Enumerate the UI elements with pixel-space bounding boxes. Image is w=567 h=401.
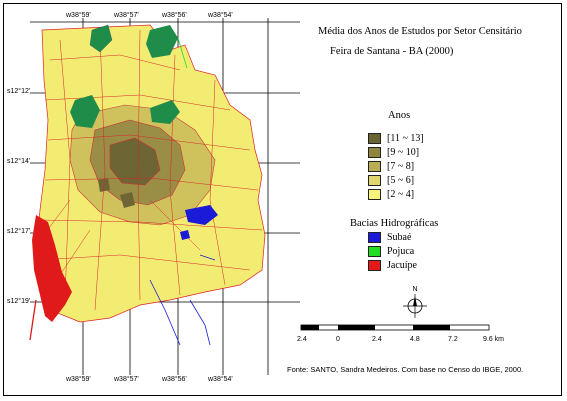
pojuca-river <box>177 37 188 69</box>
scale-label: 7.2 <box>448 336 458 343</box>
coord-left-2: s12°14' <box>7 158 31 165</box>
legend-swatch <box>368 161 381 173</box>
subae-rivers <box>149 254 216 346</box>
jacuipe-river <box>29 299 37 341</box>
coord-bottom-2: w38°57' <box>114 376 139 383</box>
legend-item: Subaé <box>368 232 411 244</box>
legend-swatch <box>368 232 381 244</box>
coord-left-1: s12°12' <box>7 88 31 95</box>
coord-bottom-4: w38°54' <box>208 376 233 383</box>
legend-item: [11 ~ 13] <box>368 133 424 145</box>
legend-label: [5 ~ 6] <box>387 175 415 186</box>
legend-swatch <box>368 246 381 258</box>
coord-bottom-1: w38°59' <box>66 376 91 383</box>
coord-top-1: w38°59' <box>66 12 91 19</box>
legend-swatch <box>368 133 381 145</box>
scale-label: 2.4 <box>297 336 307 343</box>
legend-item: Pojuca <box>368 246 414 258</box>
legend-swatch <box>368 260 381 272</box>
legend-item: [7 ~ 8] <box>368 161 414 173</box>
map-frame <box>3 3 562 396</box>
legend-item: [5 ~ 6] <box>368 175 414 187</box>
scale-label: 4.8 <box>410 336 420 343</box>
scale-bar <box>300 324 490 331</box>
sector-class-11-13-b <box>120 192 135 208</box>
coord-bottom-3: w38°56' <box>162 376 187 383</box>
pojuca-watershed-1 <box>89 24 113 53</box>
coord-top-2: w38°57' <box>114 12 139 19</box>
legend-item: Jacuípe <box>368 260 417 272</box>
jacuipe-watershed <box>32 215 72 322</box>
scale-label: 2.4 <box>372 336 382 343</box>
legend-label: Pojuca <box>387 246 415 257</box>
coord-top-3: w38°56' <box>162 12 187 19</box>
coord-left-3: s12°17' <box>7 228 31 235</box>
north-arrow-icon: N <box>403 286 427 318</box>
legend-swatch <box>368 147 381 159</box>
legend-swatch <box>368 189 381 201</box>
map-title: Média dos Anos de Estudos por Setor Cens… <box>318 26 522 37</box>
scale-label: 9.6 km <box>483 336 505 343</box>
legend-label: [11 ~ 13] <box>387 133 424 144</box>
pojuca-watershed-3 <box>70 95 100 128</box>
coord-top-4: w38°54' <box>208 12 233 19</box>
coord-left-4: s12°19' <box>7 298 31 305</box>
legend-anos-title: Anos <box>388 110 411 121</box>
scale-label: 0 <box>336 336 340 343</box>
legend-item: [9 ~ 10] <box>368 147 419 159</box>
legend-label: Subaé <box>387 232 412 243</box>
source-credit: Fonte: SANTO, Sandra Medeiros. Com base … <box>287 365 524 374</box>
map-subtitle: Feira de Santana - BA (2000) <box>330 46 454 57</box>
subae-lagoon <box>185 205 218 225</box>
legend-label: [9 ~ 10] <box>387 147 420 158</box>
legend-label: Jacuípe <box>387 260 417 271</box>
legend-label: [7 ~ 8] <box>387 161 415 172</box>
north-label: N <box>412 286 417 293</box>
legend-swatch <box>368 175 381 187</box>
legend-bacias-title: Bacias Hidrográficas <box>350 218 439 229</box>
pojuca-watershed-2 <box>146 25 178 58</box>
subae-lagoon-2 <box>180 230 190 240</box>
legend-item: [2 ~ 4] <box>368 189 414 201</box>
pojuca-watershed-4 <box>150 100 180 124</box>
legend-label: [2 ~ 4] <box>387 189 415 200</box>
sector-boundaries <box>39 29 263 311</box>
